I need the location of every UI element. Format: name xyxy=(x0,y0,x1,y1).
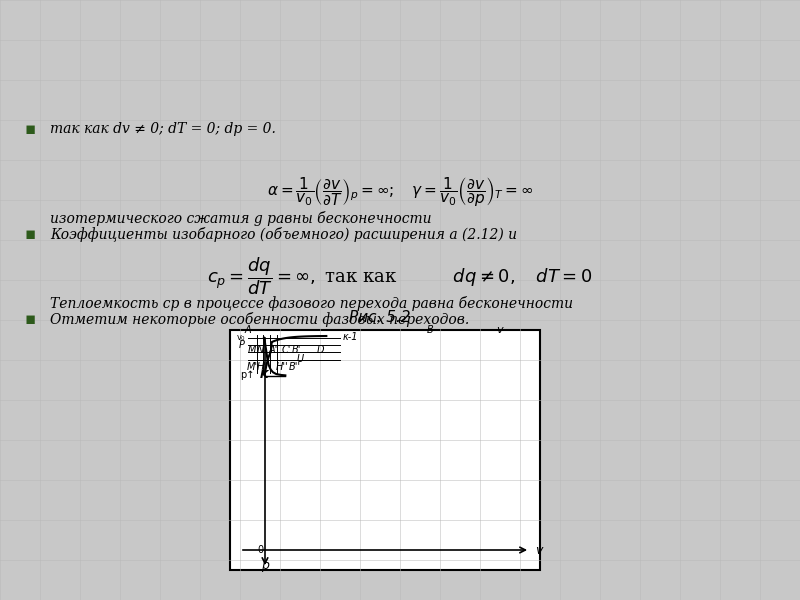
Text: B: B xyxy=(426,325,434,335)
Text: ▪: ▪ xyxy=(24,120,36,138)
Text: ▪: ▪ xyxy=(24,310,36,328)
Text: K: K xyxy=(260,370,268,380)
Bar xyxy=(230,330,540,570)
Text: D: D xyxy=(316,345,324,355)
Text: H': H' xyxy=(257,362,267,372)
Text: A': A' xyxy=(268,345,278,355)
Text: B': B' xyxy=(291,345,301,355)
Text: p↑: p↑ xyxy=(240,370,254,380)
Text: N: N xyxy=(256,345,264,355)
Text: $\alpha = \dfrac{1}{v_0}\left(\dfrac{\partial v}{\partial T}\right)_p = \infty; : $\alpha = \dfrac{1}{v_0}\left(\dfrac{\pa… xyxy=(266,175,534,209)
Text: H'': H'' xyxy=(276,362,288,372)
Text: изотермического сжатия g равны бесконечности: изотермического сжатия g равны бесконечн… xyxy=(50,211,431,226)
Text: 0: 0 xyxy=(257,545,263,555)
Text: v: v xyxy=(497,325,503,335)
Text: v: v xyxy=(535,544,542,557)
Text: C': C' xyxy=(282,345,290,355)
Text: M': M' xyxy=(246,362,258,372)
Text: P: P xyxy=(239,340,245,350)
Text: Коэффициенты изобарного (объемного) расширения a (2.12) и: Коэффициенты изобарного (объемного) расш… xyxy=(50,227,517,242)
Text: ▪: ▪ xyxy=(24,225,36,243)
Text: $c_p = \dfrac{dq}{dT} = \infty,$ так как          $dq \neq 0, \quad dT = 0$: $c_p = \dfrac{dq}{dT} = \infty,$ так как… xyxy=(207,255,593,296)
Text: M: M xyxy=(248,345,256,355)
Text: Рис. 5.2: Рис. 5.2 xyxy=(349,310,411,325)
Text: v₀: v₀ xyxy=(237,334,245,343)
Text: B'': B'' xyxy=(289,362,301,372)
Text: κ-1: κ-1 xyxy=(342,332,358,342)
Text: Отметим некоторые особенности фазовых переходов.: Отметим некоторые особенности фазовых пе… xyxy=(50,312,470,327)
Text: U: U xyxy=(297,354,303,364)
Text: Теплоемкость cp в процессе фазового перехода равна бесконечности: Теплоемкость cp в процессе фазового пере… xyxy=(50,296,573,311)
Text: A: A xyxy=(245,325,251,335)
Text: p: p xyxy=(261,559,269,572)
Text: так как dv ≠ 0; dT = 0; dp = 0.: так как dv ≠ 0; dT = 0; dp = 0. xyxy=(50,122,276,136)
